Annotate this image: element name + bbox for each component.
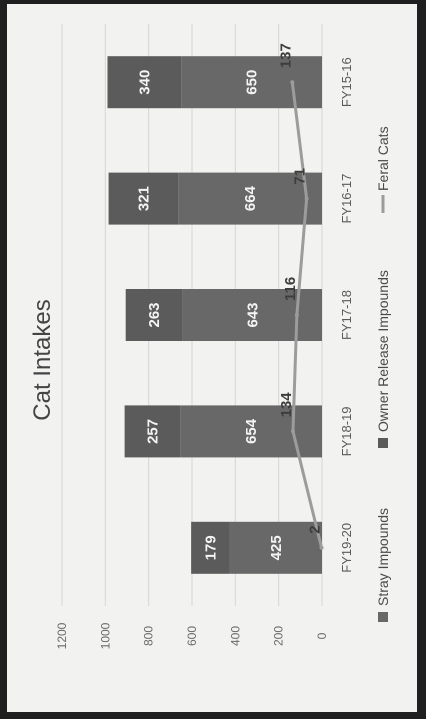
bar-stray-impounds-fy19-20: [229, 521, 322, 574]
data-label-stray-impounds-fy18-19: 654: [243, 418, 260, 444]
category-label-fy19-20: FY19-20: [339, 523, 354, 573]
legend: Stray Impounds Owner Release Impounds Fera…: [375, 126, 391, 622]
legend-label-stray-impounds: Stray Impounds: [375, 508, 391, 606]
bar-stray-impounds-fy16-17: [178, 172, 322, 225]
chart-title: Cat Intakes: [29, 299, 56, 420]
data-label-feral-cats-fy19-20: 2: [307, 525, 324, 533]
data-label-owner-release-impounds-fy18-19: 257: [144, 419, 161, 444]
bar-stray-impounds-fy15-16: [181, 56, 322, 109]
data-label-feral-cats-fy16-17: 71: [292, 168, 309, 185]
data-label-owner-release-impounds-fy17-18: 263: [146, 302, 163, 327]
category-label-fy16-17: FY16-17: [339, 174, 354, 224]
data-label-feral-cats-fy17-18: 116: [282, 277, 299, 301]
data-label-owner-release-impounds-fy19-20: 179: [203, 535, 220, 560]
point-feral-cats-fy17-18: [294, 313, 299, 317]
data-label-stray-impounds-fy15-16: 650: [244, 70, 261, 95]
point-feral-cats-fy16-17: [304, 196, 309, 201]
legend-swatch-owner-release-impounds: [378, 438, 388, 448]
point-feral-cats-fy18-19: [290, 429, 295, 434]
category-label-fy15-16: FY15-16: [339, 57, 354, 107]
data-label-stray-impounds-fy17-18: 643: [244, 302, 261, 327]
feral-line: 2 134 116 71 137: [277, 43, 324, 550]
bar-owner-release-impounds-fy16-17: [108, 172, 179, 225]
legend-swatch-stray-impounds: [378, 612, 388, 622]
point-feral-cats-fy19-20: [319, 545, 324, 550]
category-axis: FY19-20 FY18-19 FY17-18 FY16-17 FY15-16: [339, 57, 354, 572]
data-label-stray-impounds-fy19-20: 425: [268, 535, 285, 560]
value-tick-800: 800: [142, 626, 156, 646]
value-tick-400: 400: [228, 626, 242, 646]
value-tick-200: 200: [272, 626, 286, 646]
data-label-owner-release-impounds-fy15-16: 340: [136, 70, 153, 95]
value-tick-1000: 1000: [98, 622, 112, 649]
bar-owner-release-impounds-fy17-18: [125, 289, 183, 341]
bar-owner-release-impounds-fy15-16: [107, 56, 182, 109]
chart-paper: [7, 4, 417, 712]
data-label-feral-cats-fy15-16: 137: [277, 43, 294, 68]
legend-label-feral-cats: Feral Cats: [375, 126, 391, 191]
category-label-fy17-18: FY17-18: [339, 290, 354, 340]
point-feral-cats-fy15-16: [290, 80, 295, 85]
category-label-fy18-19: FY18-19: [339, 406, 354, 456]
value-tick-600: 600: [185, 626, 199, 646]
data-label-owner-release-impounds-fy16-17: 321: [135, 186, 152, 211]
data-label-feral-cats-fy18-19: 134: [278, 392, 295, 418]
bar-owner-release-impounds-fy18-19: [124, 405, 181, 458]
bars: 425 179 654 257 643 263 664 321 650 340: [107, 56, 322, 574]
value-axis: 0 200 400 600 800 1000 1200: [55, 622, 329, 649]
legend-label-owner-release-impounds: Owner Release Impounds: [375, 270, 391, 432]
data-label-stray-impounds-fy16-17: 664: [242, 185, 259, 211]
value-tick-0: 0: [315, 632, 329, 639]
value-tick-1200: 1200: [55, 622, 69, 649]
bar-owner-release-impounds-fy19-20: [191, 521, 230, 574]
